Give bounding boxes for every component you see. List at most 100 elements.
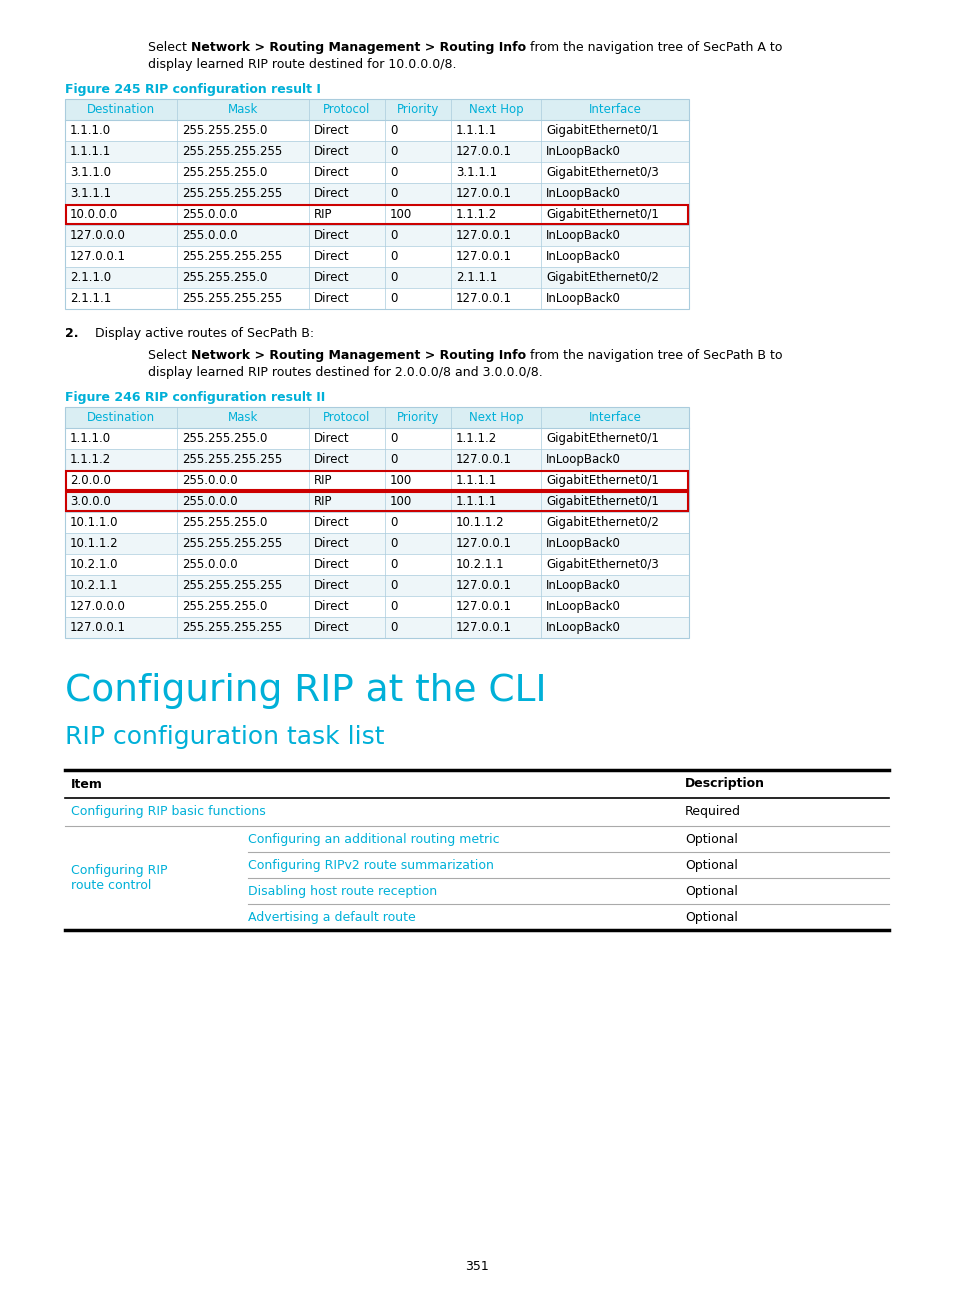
Text: 255.255.255.255: 255.255.255.255 — [182, 250, 282, 263]
Text: Description: Description — [684, 778, 764, 791]
Text: Advertising a default route: Advertising a default route — [248, 911, 416, 924]
Bar — [65, 407, 688, 638]
Text: 255.0.0.0: 255.0.0.0 — [182, 207, 237, 222]
Text: 127.0.0.1: 127.0.0.1 — [456, 145, 512, 158]
Text: 0: 0 — [390, 187, 397, 200]
Text: 10.2.1.1: 10.2.1.1 — [456, 559, 504, 572]
Text: Select: Select — [148, 349, 191, 362]
Text: Protocol: Protocol — [323, 102, 371, 117]
Text: 0: 0 — [390, 229, 397, 242]
Text: 0: 0 — [390, 600, 397, 613]
Text: 351: 351 — [465, 1260, 488, 1273]
Bar — [65, 183, 688, 203]
Bar — [65, 617, 688, 638]
Bar — [65, 141, 688, 162]
Text: Direct: Direct — [314, 229, 349, 242]
Bar — [65, 553, 688, 575]
Text: 255.255.255.255: 255.255.255.255 — [182, 579, 282, 592]
Text: 0: 0 — [390, 250, 397, 263]
Text: 127.0.0.1: 127.0.0.1 — [70, 621, 126, 634]
Text: 255.255.255.255: 255.255.255.255 — [182, 145, 282, 158]
Text: Direct: Direct — [314, 559, 349, 572]
Bar — [65, 512, 688, 533]
Text: display learned RIP routes destined for 2.0.0.0/8 and 3.0.0.0/8.: display learned RIP routes destined for … — [148, 365, 542, 378]
Text: Destination: Destination — [87, 411, 155, 424]
Text: Network > Routing Management > Routing Info: Network > Routing Management > Routing I… — [191, 41, 525, 54]
Text: 0: 0 — [390, 516, 397, 529]
Text: Optional: Optional — [684, 911, 737, 924]
Text: Optional: Optional — [684, 884, 737, 898]
Text: 0: 0 — [390, 432, 397, 445]
Text: GigabitEthernet0/3: GigabitEthernet0/3 — [545, 559, 659, 572]
Text: GigabitEthernet0/1: GigabitEthernet0/1 — [545, 495, 659, 508]
Text: 1.1.1.0: 1.1.1.0 — [70, 124, 111, 137]
Text: Direct: Direct — [314, 579, 349, 592]
Text: 0: 0 — [390, 537, 397, 550]
Text: GigabitEthernet0/2: GigabitEthernet0/2 — [545, 271, 659, 284]
Text: Next Hop: Next Hop — [468, 102, 523, 117]
Text: InLoopBack0: InLoopBack0 — [545, 537, 620, 550]
Text: 127.0.0.1: 127.0.0.1 — [456, 229, 512, 242]
Text: InLoopBack0: InLoopBack0 — [545, 145, 620, 158]
Text: InLoopBack0: InLoopBack0 — [545, 454, 620, 467]
Bar — [65, 162, 688, 183]
Text: GigabitEthernet0/1: GigabitEthernet0/1 — [545, 432, 659, 445]
Text: Direct: Direct — [314, 621, 349, 634]
Text: 10.2.1.1: 10.2.1.1 — [70, 579, 118, 592]
Text: 255.255.255.255: 255.255.255.255 — [182, 292, 282, 305]
Text: 255.0.0.0: 255.0.0.0 — [182, 559, 237, 572]
Text: Direct: Direct — [314, 292, 349, 305]
Text: 0: 0 — [390, 621, 397, 634]
Bar — [65, 288, 688, 308]
Text: 3.1.1.1: 3.1.1.1 — [70, 187, 111, 200]
Text: InLoopBack0: InLoopBack0 — [545, 621, 620, 634]
Text: 1.1.1.2: 1.1.1.2 — [456, 207, 497, 222]
Text: 3.1.1.0: 3.1.1.0 — [70, 166, 111, 179]
Text: Figure 246 RIP configuration result II: Figure 246 RIP configuration result II — [65, 391, 325, 404]
Text: Protocol: Protocol — [323, 411, 371, 424]
Text: 255.0.0.0: 255.0.0.0 — [182, 474, 237, 487]
Text: 127.0.0.1: 127.0.0.1 — [456, 579, 512, 592]
Bar — [66, 492, 687, 511]
Text: 2.1.1.1: 2.1.1.1 — [70, 292, 112, 305]
Bar — [65, 203, 688, 226]
Text: 3.1.1.1: 3.1.1.1 — [456, 166, 497, 179]
Text: Interface: Interface — [588, 411, 640, 424]
Text: RIP: RIP — [314, 495, 333, 508]
Bar — [65, 267, 688, 288]
Text: 255.255.255.0: 255.255.255.0 — [182, 271, 267, 284]
Text: display learned RIP route destined for 10.0.0.0/8.: display learned RIP route destined for 1… — [148, 58, 456, 71]
Text: 2.1.1.1: 2.1.1.1 — [456, 271, 497, 284]
Bar — [65, 246, 688, 267]
Text: 255.255.255.255: 255.255.255.255 — [182, 621, 282, 634]
Text: Direct: Direct — [314, 271, 349, 284]
Bar — [66, 205, 687, 224]
Text: Priority: Priority — [396, 411, 438, 424]
Text: Direct: Direct — [314, 454, 349, 467]
Bar — [66, 470, 687, 490]
Text: Destination: Destination — [87, 102, 155, 117]
Text: 1.1.1.2: 1.1.1.2 — [456, 432, 497, 445]
Text: from the navigation tree of SecPath A to: from the navigation tree of SecPath A to — [525, 41, 781, 54]
Text: Configuring RIP basic functions: Configuring RIP basic functions — [71, 806, 266, 819]
Bar — [65, 470, 688, 491]
Text: 0: 0 — [390, 124, 397, 137]
Text: Interface: Interface — [588, 102, 640, 117]
Text: 0: 0 — [390, 454, 397, 467]
Text: 255.255.255.0: 255.255.255.0 — [182, 516, 267, 529]
Bar — [65, 428, 688, 448]
Bar — [65, 575, 688, 596]
Text: GigabitEthernet0/1: GigabitEthernet0/1 — [545, 124, 659, 137]
Text: 255.255.255.0: 255.255.255.0 — [182, 432, 267, 445]
Text: 3.0.0.0: 3.0.0.0 — [70, 495, 111, 508]
Bar — [65, 98, 688, 121]
Text: 2.0.0.0: 2.0.0.0 — [70, 474, 111, 487]
Text: 127.0.0.1: 127.0.0.1 — [456, 292, 512, 305]
Text: Optional: Optional — [684, 832, 737, 845]
Text: Direct: Direct — [314, 124, 349, 137]
Text: Direct: Direct — [314, 600, 349, 613]
Text: Direct: Direct — [314, 537, 349, 550]
Text: 0: 0 — [390, 579, 397, 592]
Text: RIP: RIP — [314, 474, 333, 487]
Text: 0: 0 — [390, 292, 397, 305]
